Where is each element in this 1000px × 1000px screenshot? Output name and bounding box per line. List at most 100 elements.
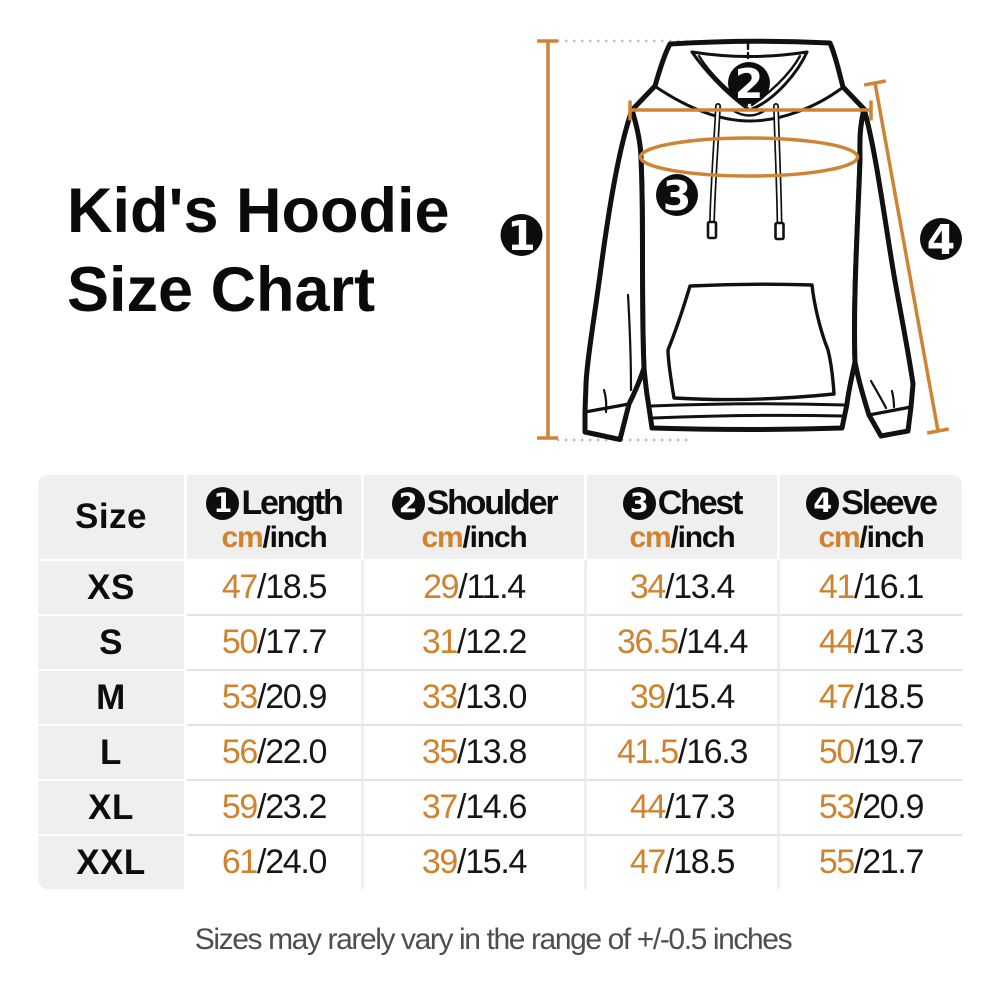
header-sleeve: 4 Sleeve cm/inch (780, 475, 962, 559)
circled-2-icon: 2 (391, 487, 425, 520)
cm-value: 50 (818, 733, 856, 771)
cm-value: 44 (818, 623, 856, 661)
column-header-line1: 3 Chest (587, 486, 777, 521)
table-row-s: S 50/17.7 31/12.2 36.5/14.4 44/17.3 (38, 614, 962, 669)
cm-value: 53 (221, 678, 259, 716)
inch-value: 23.2 (265, 788, 327, 826)
measurement-cell: 39/15.4 (364, 834, 587, 889)
table-row-xl: XL 59/23.2 37/14.6 44/17.3 53/20.9 (38, 779, 962, 834)
hoodie-measurement-figure: 1 2 3 4 (500, 38, 962, 442)
measurement-cell: 39/15.4 (587, 669, 780, 724)
column-header-line1: 2 Shoulder (364, 486, 584, 521)
column-header-units: cm/inch (364, 522, 584, 554)
unit-separator: / (257, 733, 266, 771)
unit-inch: inch (866, 521, 925, 554)
cm-value: 33 (421, 678, 459, 716)
cm-value: 39 (629, 678, 667, 716)
unit-separator: / (854, 843, 863, 881)
measurement-cell: 34/13.4 (587, 559, 780, 614)
badge-number: 1 (507, 212, 536, 260)
page-title-line2: Size Chart (67, 255, 376, 325)
column-label: Sleeve (841, 484, 938, 522)
inch-value: 17.7 (265, 623, 327, 661)
unit-inch: inch (677, 521, 736, 554)
cm-value: 44 (629, 788, 667, 826)
measurement-cell: 36.5/14.4 (587, 614, 780, 669)
cm-value: 37 (421, 788, 459, 826)
inch-value: 13.0 (465, 678, 527, 716)
cm-value: 50 (221, 623, 259, 661)
size-label: L (38, 724, 187, 779)
measurement-cell: 44/17.3 (780, 614, 962, 669)
column-header-line1: 1 Length (187, 486, 361, 521)
column-label: Shoulder (426, 484, 559, 522)
inch-value: 18.5 (265, 568, 327, 606)
badge-length: 1 (500, 212, 543, 260)
inch-value: 19.7 (862, 733, 924, 771)
measurement-cell: 37/14.6 (364, 779, 587, 834)
unit-inch: inch (469, 521, 528, 554)
measurement-cell: 47/18.5 (780, 669, 962, 724)
badge-number: 4 (927, 216, 956, 264)
measurement-cell: 50/19.7 (780, 724, 962, 779)
unit-separator: / (257, 678, 266, 716)
unit-separator: / (257, 843, 266, 881)
unit-separator: / (859, 521, 867, 554)
measurement-cell: 50/17.7 (187, 614, 364, 669)
inch-value: 24.0 (265, 843, 327, 881)
unit-separator: / (457, 623, 466, 661)
cm-value: 31 (421, 623, 459, 661)
measurement-cell: 44/17.3 (587, 779, 780, 834)
header-chest: 3 Chest cm/inch (587, 475, 780, 559)
drawstring-aglet-left (706, 220, 718, 240)
unit-separator: / (854, 678, 863, 716)
measurement-cell: 56/22.0 (187, 724, 364, 779)
unit-separator: / (854, 568, 863, 606)
unit-separator: / (457, 788, 466, 826)
badge-number: 2 (735, 60, 764, 108)
right-cuff-line (867, 405, 913, 417)
badge-number: 3 (663, 172, 692, 220)
cm-value: 41 (818, 568, 856, 606)
badge-chest: 3 (656, 172, 698, 220)
unit-separator: / (677, 623, 687, 661)
size-label: M (38, 669, 187, 724)
inch-value: 20.9 (265, 678, 327, 716)
inch-value: 15.4 (673, 678, 735, 716)
size-table: Size 1 Length cm/inch 2 Shoulder cm/inch 3… (38, 475, 962, 889)
cm-value: 34 (629, 568, 667, 606)
inch-value: 16.1 (862, 568, 924, 606)
measurement-cell: 53/20.9 (780, 779, 962, 834)
measurement-cell: 41/16.1 (780, 559, 962, 614)
measurement-cell: 41.5/16.3 (587, 724, 780, 779)
table-row-xs: XS 47/18.5 29/11.4 34/13.4 41/16.1 (38, 559, 962, 614)
unit-cm: cm (421, 521, 464, 554)
right-sleeve (852, 106, 916, 439)
measurement-cell: 53/20.9 (187, 669, 364, 724)
table-row-l: L 56/22.0 35/13.8 41.5/16.3 50/19.7 (38, 724, 962, 779)
unit-separator: / (854, 733, 863, 771)
table-header-row: Size 1 Length cm/inch 2 Shoulder cm/inch 3… (38, 475, 962, 559)
inch-value: 15.4 (465, 843, 527, 881)
header-shoulder: 2 Shoulder cm/inch (364, 475, 587, 559)
unit-separator: / (457, 843, 466, 881)
column-label: Length (241, 484, 343, 522)
unit-separator: / (854, 623, 863, 661)
cm-value: 59 (221, 788, 259, 826)
table-row-xxl: XXL 61/24.0 39/15.4 47/18.5 55/21.7 (38, 834, 962, 889)
inch-value: 17.3 (862, 623, 924, 661)
table-row-m: M 53/20.9 33/13.0 39/15.4 47/18.5 (38, 669, 962, 724)
measurement-cell: 33/13.0 (364, 669, 587, 724)
circled-4-icon: 4 (806, 487, 840, 520)
measurement-cell: 47/18.5 (587, 834, 780, 889)
measurement-cell: 35/13.8 (364, 724, 587, 779)
page-title: Kid's Hoodie Size Chart (67, 172, 450, 330)
size-label: XXL (38, 834, 187, 889)
unit-separator: / (257, 788, 266, 826)
inch-value: 12.2 (465, 623, 527, 661)
tolerance-note: Sizes may rarely vary in the range of +/… (194, 923, 793, 956)
hem-band (649, 402, 847, 420)
cm-value: 39 (421, 843, 459, 881)
sleeve-measure-line (863, 79, 950, 435)
